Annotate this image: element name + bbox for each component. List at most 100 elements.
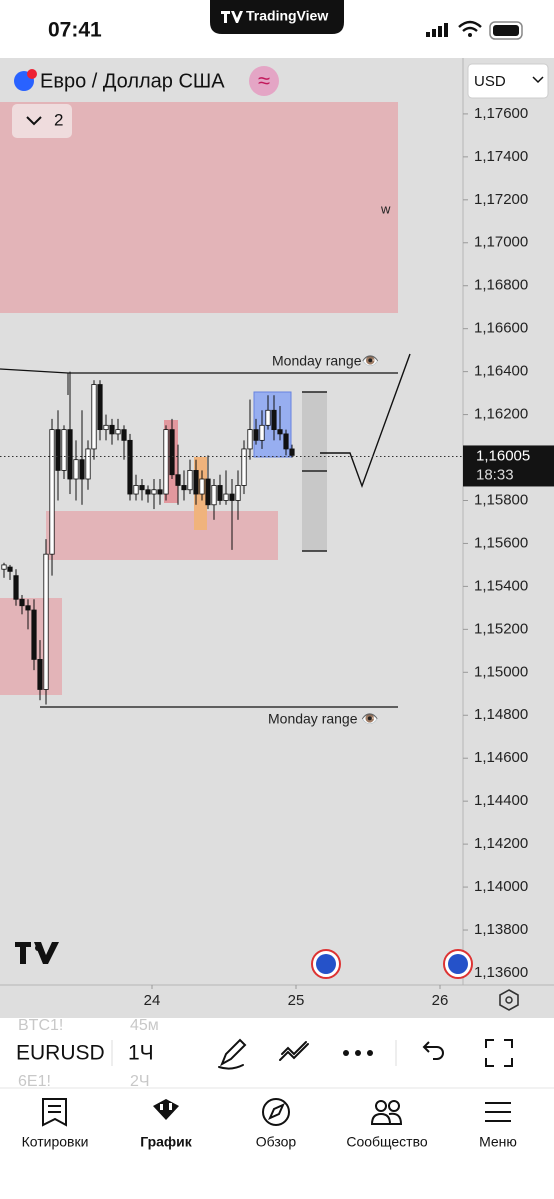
projection-path	[320, 353, 411, 489]
event-flag	[316, 954, 336, 974]
candle-body	[85, 448, 91, 480]
candle-body	[253, 429, 259, 441]
currency-button[interactable]	[467, 63, 549, 99]
y-tick-label: 1,16400	[474, 363, 528, 380]
candle-body	[217, 485, 223, 501]
candle-body	[181, 485, 187, 491]
candle-body	[193, 470, 199, 495]
candle-body	[139, 485, 145, 491]
y-tick-label: 1,16800	[474, 277, 528, 294]
y-tick-label: 1,14200	[474, 835, 528, 852]
nav-label[interactable]: Котировки	[22, 1134, 89, 1150]
nav-icon	[153, 1099, 179, 1120]
candle-body	[163, 429, 169, 495]
candle-body	[127, 439, 133, 495]
nav-label[interactable]: График	[140, 1134, 193, 1150]
y-tick-label: 1,17600	[474, 105, 528, 122]
y-tick-label: 1,13800	[474, 921, 528, 938]
nav-label[interactable]: Меню	[479, 1134, 517, 1150]
data-source-mark: ≈	[258, 68, 270, 93]
candle-body	[55, 429, 61, 471]
symbol-title: Евро / Доллар США	[40, 70, 225, 92]
collapse-count: 2	[54, 110, 63, 129]
candle-body	[91, 384, 97, 450]
candle-body	[37, 659, 43, 690]
y-tick-label: 1,15200	[474, 620, 528, 637]
fullscreen[interactable]	[485, 1039, 513, 1067]
y-tick-label: 1,14000	[474, 878, 528, 895]
nav-icons	[42, 1098, 511, 1127]
battery	[489, 21, 523, 40]
range-box-lines	[302, 391, 327, 552]
candle-body	[151, 489, 157, 495]
candle-body	[7, 566, 13, 572]
nav-label[interactable]: Сообщество	[346, 1134, 428, 1150]
currency: USD	[474, 73, 506, 90]
event-flag	[448, 954, 468, 974]
candle-body	[265, 409, 271, 426]
faded-interval: 2Ч	[130, 1073, 150, 1090]
candle-body	[289, 448, 295, 456]
candle-body	[61, 429, 67, 471]
faded-symbol: BTC1!	[18, 1017, 63, 1034]
y-tick-label: 1,15400	[474, 577, 528, 594]
y-tick-label: 1,16600	[474, 320, 528, 337]
undo[interactable]	[422, 1041, 444, 1060]
y-tick-label: 1,16200	[474, 406, 528, 423]
candle-body	[13, 575, 19, 600]
chevron	[26, 116, 42, 126]
signal	[426, 23, 448, 37]
y-tick-label: 1,17200	[474, 191, 528, 208]
y-tick-label: 1,17000	[474, 234, 528, 251]
candle-body	[199, 478, 205, 495]
candle-body	[145, 489, 151, 495]
candle-body	[73, 459, 79, 480]
battery-level	[493, 25, 519, 36]
x-tick-label: 25	[288, 992, 305, 1009]
app-pill	[210, 0, 344, 34]
candle-body	[271, 409, 277, 431]
tv-logo	[35, 945, 41, 951]
candle-body	[229, 493, 235, 501]
zone	[46, 511, 278, 560]
settings-icon[interactable]	[499, 989, 519, 1011]
candle-body	[67, 429, 73, 480]
draw-tool[interactable]	[218, 1038, 247, 1070]
candle-body	[1, 564, 7, 570]
nav-icon-candles	[160, 1103, 172, 1110]
candle-body	[235, 485, 241, 501]
zone	[0, 598, 62, 695]
y-tick-label: 1,14800	[474, 706, 528, 723]
y-tick-label: 1,17400	[474, 148, 528, 165]
clock: 07:41	[48, 19, 102, 42]
faded-interval: 45м	[130, 1017, 159, 1034]
candle-body	[97, 384, 103, 431]
nav-label[interactable]: Обзор	[256, 1134, 297, 1150]
y-tick-label: 1,15000	[474, 663, 528, 680]
faded-symbol: 6E1!	[18, 1073, 51, 1090]
settings-icon	[505, 996, 513, 1004]
toolbar	[0, 1018, 554, 1088]
symbol[interactable]: EURUSD	[16, 1042, 105, 1065]
symbol-flag	[27, 69, 37, 79]
candle-body	[49, 429, 55, 555]
collapse-button[interactable]	[12, 104, 72, 138]
candle-body	[277, 429, 283, 435]
last-price-box	[463, 445, 554, 487]
candle-body	[25, 605, 31, 611]
x-tick-label: 26	[432, 992, 449, 1009]
candle-body	[187, 470, 193, 491]
bottom-nav	[0, 1088, 554, 1199]
more[interactable]	[343, 1050, 373, 1056]
candle-body	[79, 459, 85, 480]
range-label: Monday range 👁️	[268, 711, 379, 727]
candle-body	[259, 424, 265, 441]
indicators[interactable]	[279, 1041, 309, 1061]
y-tick-label: 1,15800	[474, 491, 528, 508]
app-logo	[221, 11, 243, 23]
candle-body	[241, 448, 247, 486]
last-price-label: 1,16005	[476, 447, 530, 464]
interval[interactable]: 1Ч	[128, 1042, 154, 1065]
